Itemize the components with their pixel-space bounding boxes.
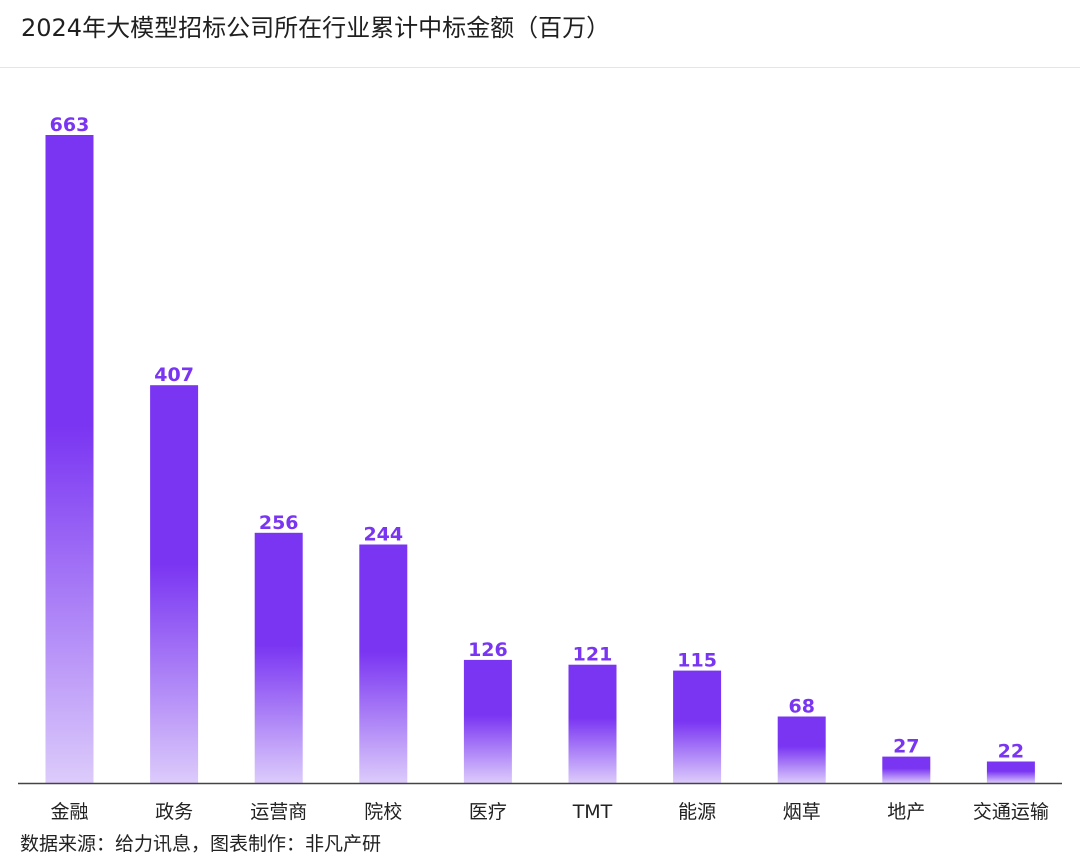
bar-0 [45, 135, 94, 783]
data-source-note: 数据来源：给力讯息，图表制作：非凡产研 [20, 833, 382, 855]
value-label-4: 126 [468, 639, 508, 661]
value-label-1: 407 [154, 364, 194, 386]
category-label-1: 政务 [155, 801, 193, 823]
chart-area: 663 407 256 244 126 121 115 68 27 22 金融 政务 运营商 院校 医疗 T… [0, 69, 1080, 829]
category-label-8: 地产 [887, 801, 925, 823]
bar-7 [777, 716, 826, 783]
bar-3 [359, 544, 408, 783]
bar-6 [673, 670, 722, 783]
bar-2 [254, 532, 303, 783]
category-labels-layer: 金融 政务 运营商 院校 医疗 TMT 能源 烟草 地产 交通运输 [50, 801, 1048, 823]
bar-chart: 663 407 256 244 126 121 115 68 27 22 金融 政务 运营商 院校 医疗 T… [18, 114, 1062, 823]
bar-1 [150, 385, 199, 783]
value-labels-layer: 663 407 256 244 126 121 115 68 27 22 [50, 114, 1024, 763]
value-label-5: 121 [573, 644, 613, 666]
category-label-2: 运营商 [250, 801, 307, 823]
value-label-9: 22 [998, 741, 1024, 763]
bars-layer [45, 135, 1035, 783]
category-label-5: TMT [572, 801, 613, 823]
value-label-2: 256 [259, 512, 299, 534]
value-label-0: 663 [50, 114, 90, 136]
value-label-8: 27 [893, 736, 919, 758]
category-label-4: 医疗 [469, 801, 507, 823]
category-label-6: 能源 [678, 801, 716, 823]
bar-5 [568, 664, 617, 783]
bar-8 [882, 756, 931, 783]
category-label-0: 金融 [50, 801, 88, 823]
category-label-3: 院校 [364, 801, 402, 823]
title-bar: 2024年大模型招标公司所在行业累计中标金额（百万） [0, 0, 1080, 68]
value-label-7: 68 [788, 696, 814, 718]
bar-4 [463, 659, 512, 783]
category-label-9: 交通运输 [973, 801, 1049, 823]
category-label-7: 烟草 [783, 801, 821, 823]
chart-title: 2024年大模型招标公司所在行业累计中标金额（百万） [21, 14, 611, 42]
value-label-6: 115 [677, 650, 717, 672]
value-label-3: 244 [363, 524, 403, 546]
bar-9 [986, 761, 1035, 783]
